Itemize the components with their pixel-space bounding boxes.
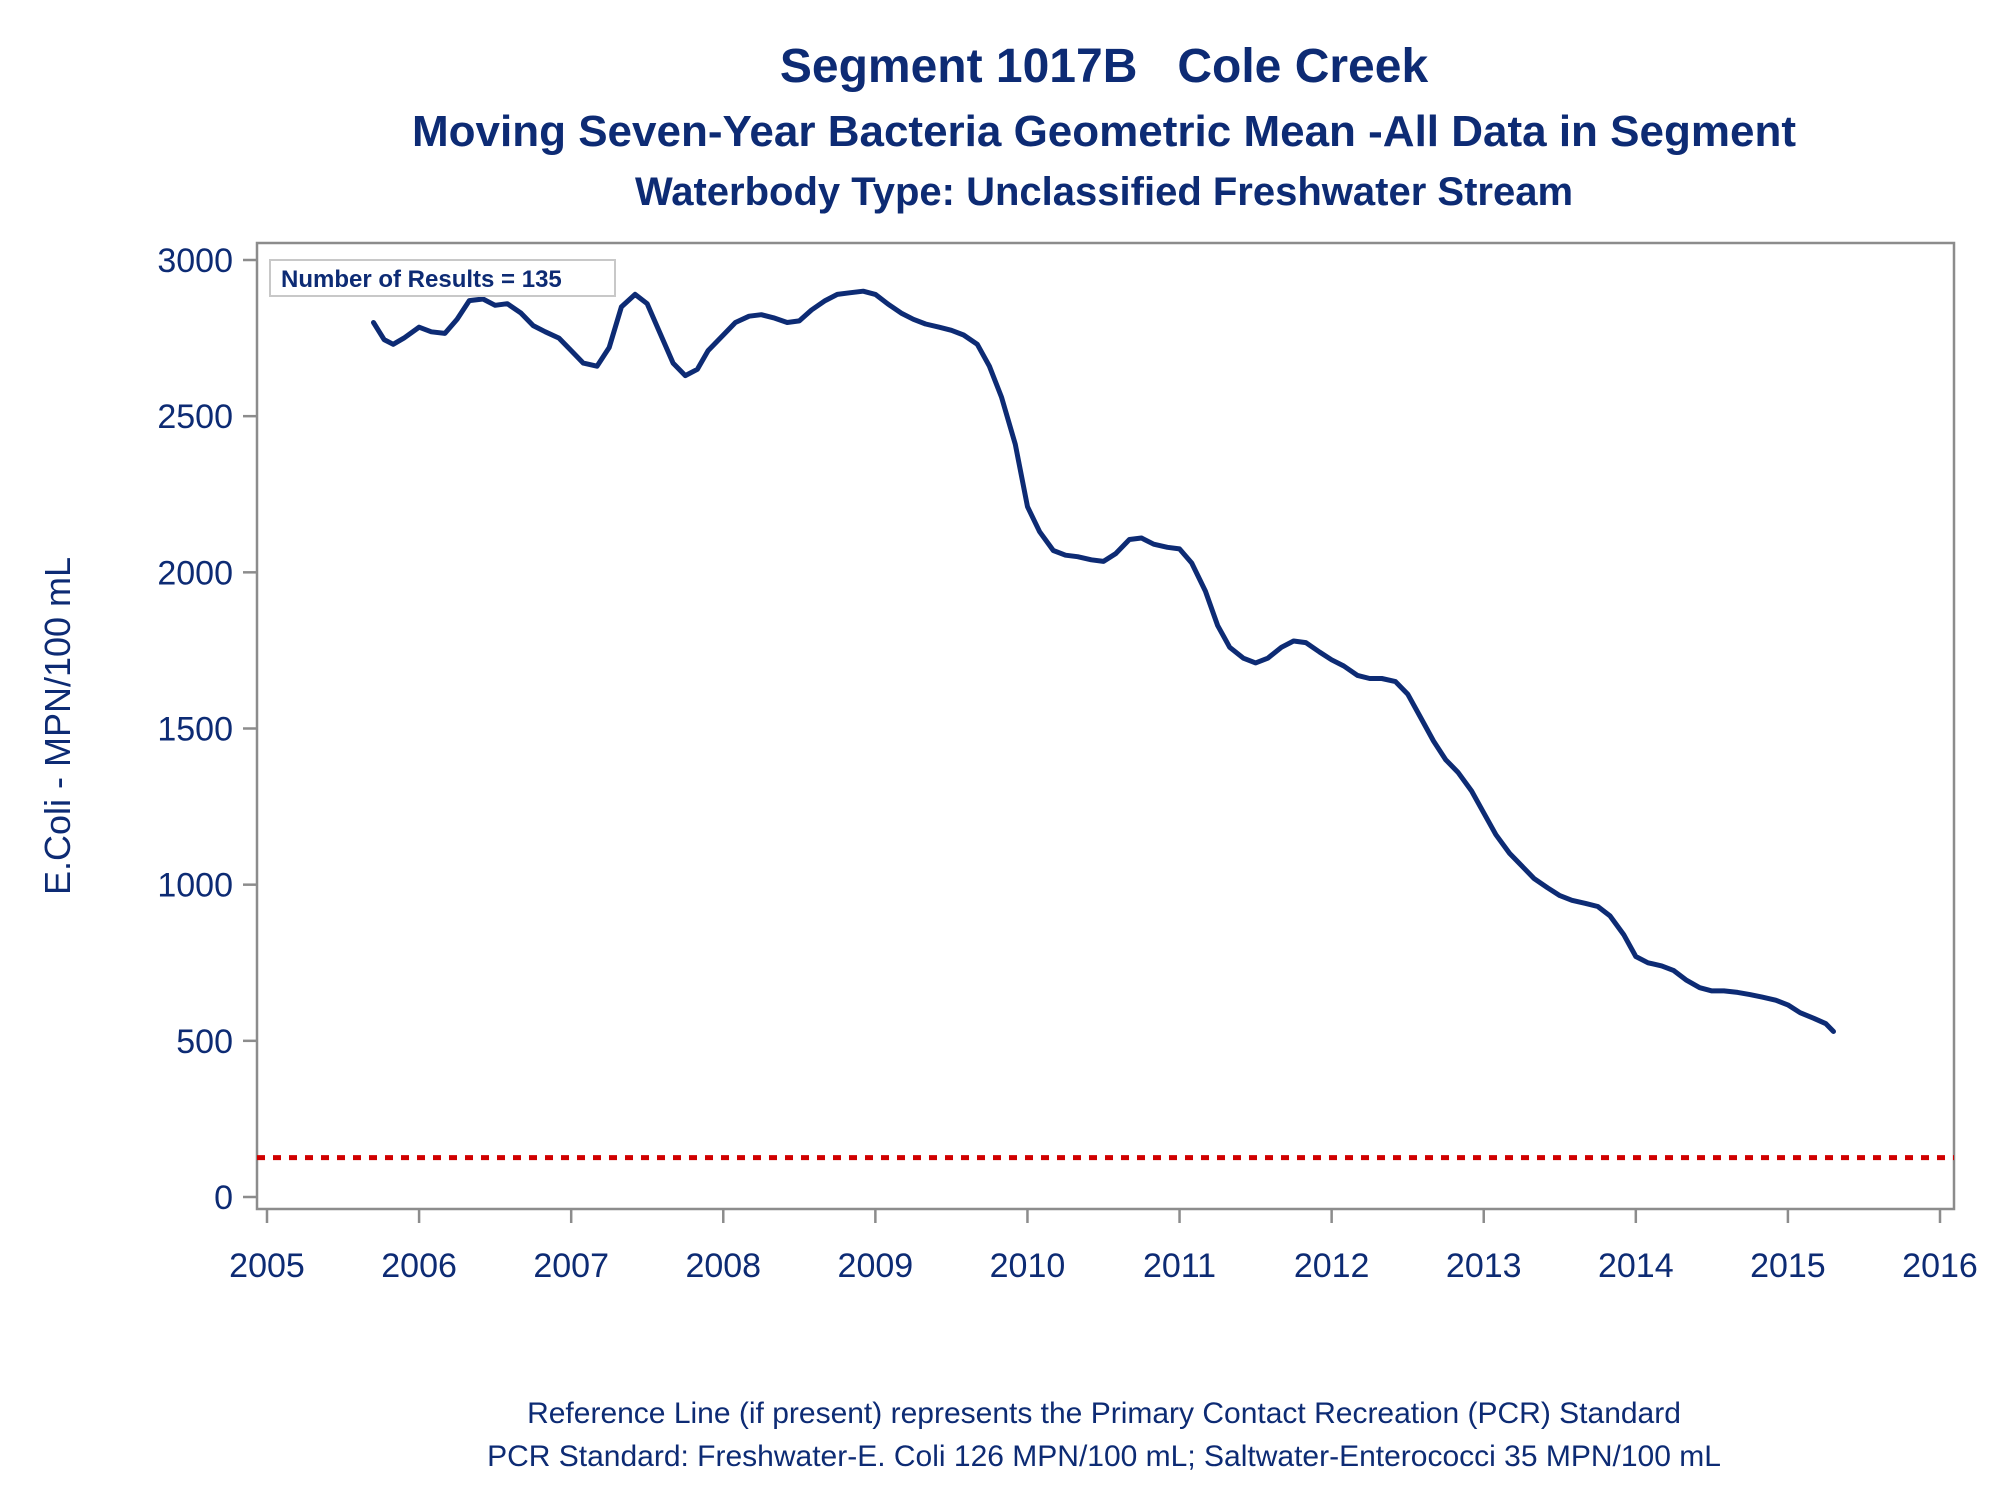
y-axis: 0 500 1000 1500 2000 2500 3000 [157,242,257,1217]
chart-subtitle-waterbody: Waterbody Type: Unclassified Freshwater … [635,170,1573,214]
x-tick-label: 2013 [1446,1247,1522,1285]
chart-subtitle: Moving Seven-Year Bacteria Geometric Mea… [412,107,1796,156]
y-tick-label: 3000 [157,242,233,280]
x-tick-label: 2015 [1750,1247,1826,1285]
x-tick-label: 2011 [1143,1247,1216,1285]
x-axis: 2005 2006 2007 2008 2009 2010 2011 2012 2013 2014… [229,1209,1978,1285]
x-tick-label: 2008 [685,1247,761,1285]
x-tick-label: 2012 [1294,1247,1370,1285]
results-count-label: Number of Results = 135 [281,266,562,293]
results-count-box: Number of Results = 135 [269,259,616,297]
x-tick-label: 2014 [1598,1247,1674,1285]
y-tick-label: 1500 [157,711,233,749]
x-tick-label: 2016 [1902,1247,1978,1285]
y-tick-label: 0 [214,1179,233,1217]
footnote-pcr-standard: PCR Standard: Freshwater-E. Coli 126 MPN… [487,1440,1721,1473]
x-tick-label: 2009 [838,1247,914,1285]
footnote-reference-line: Reference Line (if present) represents t… [527,1397,1681,1430]
x-tick-label: 2007 [533,1247,609,1285]
series-line-geometric-mean [371,288,1836,1034]
y-tick-label: 500 [176,1023,233,1061]
x-tick-label: 2005 [229,1247,305,1285]
y-tick-label: 1000 [157,867,233,905]
results-count-frame [269,259,616,297]
x-tick-label: 2006 [381,1247,457,1285]
y-axis-label: E.Coli - MPN/100 mL [37,557,78,895]
plot-frame [255,241,1956,1211]
y-tick-label: 2000 [157,554,233,592]
chart-title: Segment 1017B Cole Creek [780,40,1429,93]
y-tick-label: 2500 [157,398,233,436]
x-tick-label: 2010 [990,1247,1066,1285]
